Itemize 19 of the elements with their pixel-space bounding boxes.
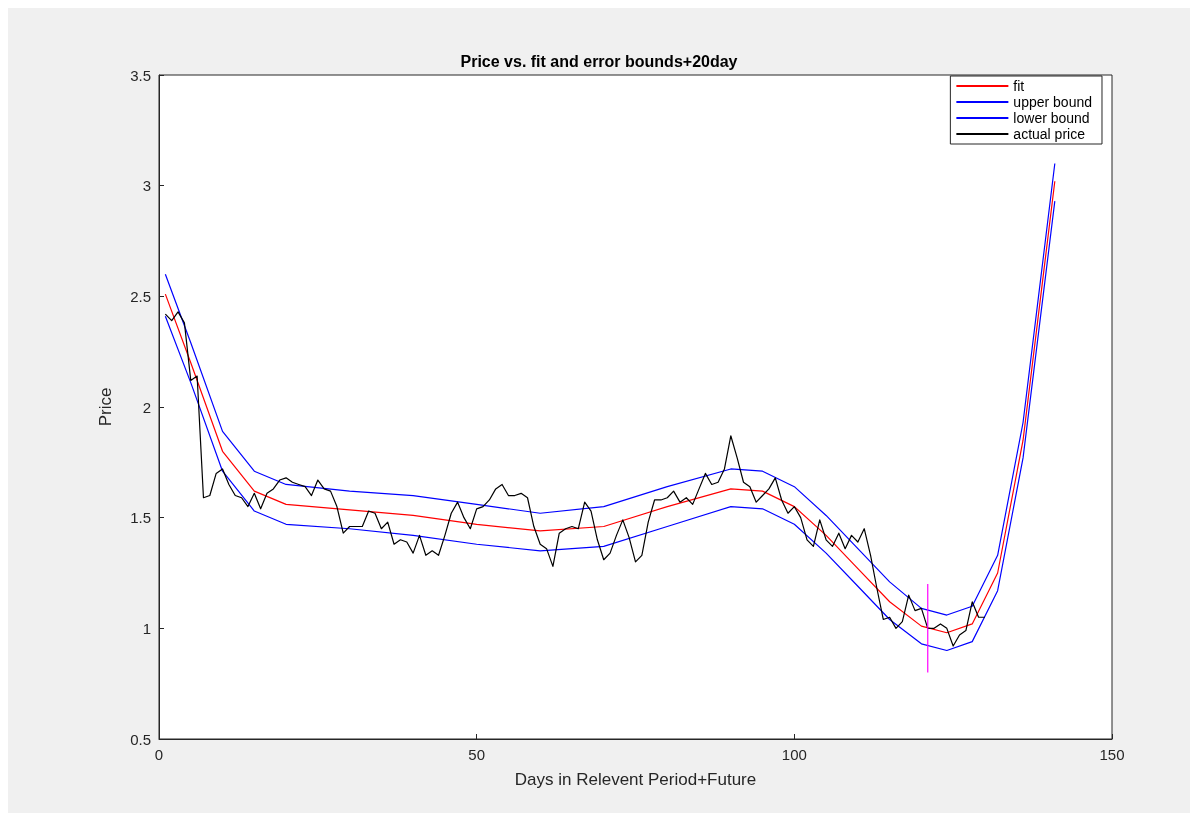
y-axis-title: Price bbox=[96, 387, 115, 427]
y-tick-label: 1 bbox=[142, 619, 151, 637]
line-series bbox=[164, 311, 986, 647]
x-tick-label: 100 bbox=[781, 746, 807, 763]
y-tick-label: 3 bbox=[142, 177, 151, 195]
legend-label: actual price bbox=[1013, 126, 1086, 142]
legend-label: lower bound bbox=[1013, 110, 1090, 126]
chart-title: Price vs. fit and error bounds+20day bbox=[460, 52, 738, 70]
y-tick-label: 1.5 bbox=[130, 509, 151, 527]
y-tick-label: 2 bbox=[142, 398, 151, 416]
x-axis-title: Days in Relevent Period+Future bbox=[514, 770, 757, 789]
y-tick-label: 2.5 bbox=[130, 287, 151, 305]
y-tick-label: 0.5 bbox=[130, 730, 151, 748]
y-tick-label: 3.5 bbox=[130, 66, 151, 84]
legend-label: fit bbox=[1013, 78, 1025, 94]
x-tick-label: 0 bbox=[154, 746, 164, 763]
x-tick-label: 150 bbox=[1099, 746, 1125, 763]
x-tick-label: 50 bbox=[468, 746, 486, 763]
legend-label: upper bound bbox=[1013, 94, 1093, 110]
